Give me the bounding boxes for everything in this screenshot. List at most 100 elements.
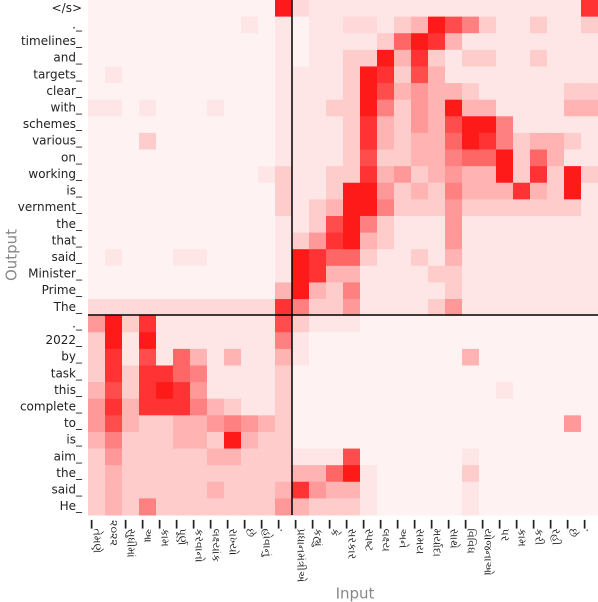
x-tick-label: ▁પૂર્ણ <box>175 519 188 546</box>
cell <box>326 215 344 234</box>
cell <box>241 249 259 267</box>
x-tick-label: ▁કામ <box>516 519 529 547</box>
cell <box>105 448 123 466</box>
cell <box>207 382 225 400</box>
cell <box>292 332 310 350</box>
cell <box>411 332 429 350</box>
x-tick-label: ▁પ્રધાનમંત્રીએ <box>295 519 308 583</box>
y-tick-label: working_ <box>28 167 83 181</box>
cell <box>139 49 157 67</box>
cell <box>241 398 259 416</box>
cell <box>156 332 174 350</box>
cell <box>462 232 480 250</box>
cell <box>377 0 395 18</box>
cell <box>411 182 429 200</box>
cell <box>105 132 123 151</box>
cell <box>258 398 276 416</box>
cell <box>428 299 446 317</box>
cell <box>326 365 344 383</box>
cell <box>309 16 327 34</box>
cell <box>377 448 395 466</box>
cell <box>309 382 327 400</box>
cell <box>88 33 106 51</box>
cell <box>241 448 259 466</box>
cell <box>411 465 429 483</box>
cell <box>479 282 497 300</box>
cell <box>241 33 259 51</box>
cell <box>496 448 514 466</box>
y-tick-label: ._ <box>72 316 83 330</box>
cell <box>360 249 378 267</box>
cell <box>564 132 582 151</box>
cell <box>190 166 208 184</box>
cell <box>122 365 140 383</box>
cell <box>343 365 361 383</box>
x-tick-label: ▁લક્ષ્યાંક <box>210 519 223 562</box>
cell <box>496 299 514 317</box>
cell <box>292 199 310 217</box>
cell <box>445 116 463 134</box>
cell <box>122 431 140 450</box>
cell <box>547 299 565 317</box>
cell <box>564 49 582 67</box>
y-tick-label: said_ <box>51 250 83 264</box>
cell <box>581 299 598 317</box>
cell <box>530 498 548 516</box>
cell <box>190 132 208 151</box>
cell <box>292 232 310 250</box>
cell <box>292 348 310 366</box>
cell <box>530 215 548 234</box>
cell <box>530 16 548 34</box>
y-tick-label: on_ <box>61 150 83 164</box>
cell <box>326 481 344 499</box>
cell <box>275 33 293 51</box>
cell <box>377 382 395 400</box>
cell <box>513 282 531 300</box>
cell <box>513 315 531 333</box>
cell <box>377 232 395 250</box>
cell <box>207 348 225 366</box>
cell <box>530 465 548 483</box>
cell <box>428 83 446 101</box>
cell <box>377 83 395 101</box>
cell <box>224 215 242 234</box>
cell <box>258 498 276 516</box>
cell <box>122 282 140 300</box>
cell <box>105 299 123 317</box>
cell <box>207 249 225 267</box>
cell <box>88 315 106 333</box>
cell <box>530 282 548 300</box>
cell <box>530 481 548 499</box>
cell <box>445 498 463 516</box>
cell <box>88 265 106 283</box>
cell <box>173 132 191 151</box>
cell <box>275 132 293 151</box>
cell <box>547 415 565 433</box>
cell <box>428 448 446 466</box>
cell <box>292 249 310 267</box>
cell <box>581 33 598 51</box>
cell <box>156 448 174 466</box>
cell <box>241 382 259 400</box>
cell <box>275 282 293 300</box>
y-tick-label: timelines_ <box>21 34 83 48</box>
cell <box>428 315 446 333</box>
cell <box>343 299 361 317</box>
cell <box>377 348 395 366</box>
cell <box>513 448 531 466</box>
cell <box>496 382 514 400</box>
cell <box>224 166 242 184</box>
cell <box>224 149 242 167</box>
cell <box>394 431 412 450</box>
cell <box>292 299 310 317</box>
cell <box>496 315 514 333</box>
cell <box>190 282 208 300</box>
cell <box>258 382 276 400</box>
cell <box>479 0 497 18</box>
cell <box>394 33 412 51</box>
cell <box>445 33 463 51</box>
cell <box>343 49 361 67</box>
cell <box>462 481 480 499</box>
cell <box>479 415 497 433</box>
cell <box>445 265 463 283</box>
